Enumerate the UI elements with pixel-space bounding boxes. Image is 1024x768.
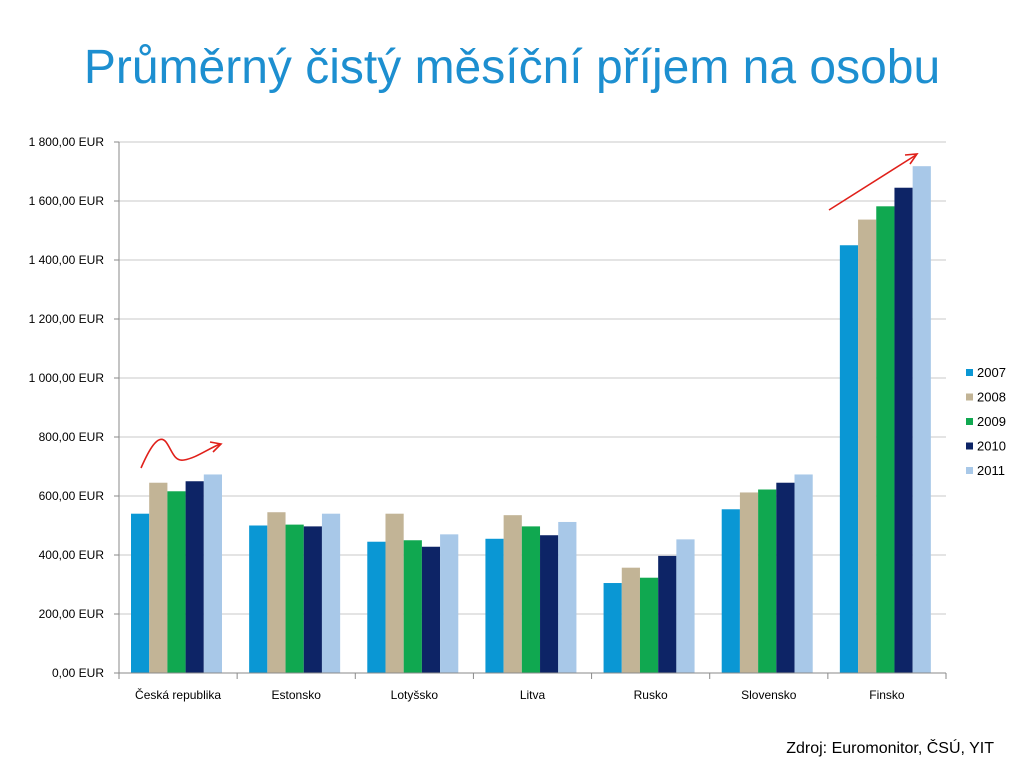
legend-swatch-2008 — [966, 393, 973, 401]
trend-curve-arrow — [140, 438, 221, 469]
bar-2008 — [503, 515, 522, 673]
bar-2008 — [739, 492, 759, 673]
x-category-label: Finsko — [869, 688, 905, 702]
x-category-label: Slovensko — [741, 688, 797, 702]
legend-swatch-2011 — [966, 467, 973, 474]
legend-swatch-2009 — [966, 418, 973, 425]
legend-swatch-2010 — [966, 442, 973, 450]
bar-2009 — [876, 206, 895, 673]
bar-2007 — [367, 541, 386, 673]
bars — [131, 166, 931, 673]
y-tick-label: 600,00 EUR — [39, 489, 105, 503]
y-tick-label: 1 400,00 EUR — [29, 253, 105, 267]
bar-2010 — [185, 481, 204, 673]
bar-2010 — [540, 535, 559, 673]
bar-2007 — [485, 538, 504, 673]
arrow-head-icon — [904, 153, 919, 165]
bar-2008 — [858, 219, 877, 673]
legend-label: 2008 — [977, 390, 1006, 405]
bar-2008 — [149, 482, 168, 673]
bar-2010 — [894, 187, 913, 673]
bar-2007 — [249, 525, 268, 673]
y-tick-label: 400,00 EUR — [39, 548, 105, 562]
bar-2008 — [621, 567, 640, 673]
y-tick-label: 1 000,00 EUR — [29, 371, 105, 385]
bar-2009 — [167, 491, 186, 673]
bar-2011 — [912, 166, 931, 673]
x-category-label: Rusko — [634, 688, 668, 702]
x-axis-category-labels: Česká republika Estonsko Lotyšsko Litva Rusk… — [135, 687, 905, 702]
x-category-label: Lotyšsko — [391, 688, 439, 702]
bar-2009 — [285, 524, 304, 673]
bar-2011 — [794, 474, 813, 673]
bar-2009 — [521, 526, 541, 673]
y-tick-label: 200,00 EUR — [39, 607, 105, 621]
source-note: Zdroj: Euromonitor, ČSÚ, YIT — [786, 740, 994, 757]
bar-2011 — [558, 521, 577, 673]
y-tick-label: 1 800,00 EUR — [29, 135, 105, 149]
bar-2009 — [758, 489, 777, 673]
bar-2011 — [203, 474, 222, 673]
bar-2010 — [658, 555, 677, 673]
bar-2007 — [839, 245, 859, 673]
bar-2010 — [421, 546, 441, 673]
bar-2007 — [721, 509, 740, 673]
bar-2011 — [321, 513, 341, 673]
y-tick-label: 800,00 EUR — [39, 430, 105, 444]
x-category-label: Litva — [520, 688, 546, 702]
bar-2008 — [385, 513, 404, 673]
trend-annotations — [140, 153, 919, 469]
y-tick-label: 1 600,00 EUR — [29, 194, 105, 208]
y-axis-tick-labels: 0,00 EUR 200,00 EUR 400,00 EUR 600,00 EUR 80… — [29, 135, 119, 680]
bar-2011 — [440, 534, 459, 673]
legend-label: 2007 — [977, 365, 1006, 380]
legend-label: 2011 — [977, 463, 1005, 478]
bar-2009 — [639, 577, 659, 673]
y-tick-label: 1 200,00 EUR — [29, 312, 105, 326]
bar-2011 — [676, 539, 695, 673]
trend-straight-arrow — [828, 154, 917, 211]
bar-2007 — [603, 583, 622, 673]
arrow-head-icon — [209, 441, 223, 453]
bar-2009 — [403, 540, 422, 673]
bar-2007 — [131, 513, 150, 673]
y-tick-label: 0,00 EUR — [52, 666, 104, 680]
x-category-label: Estonsko — [272, 688, 322, 702]
legend-label: 2009 — [977, 414, 1006, 429]
page-title: Průměrný čistý měsíční příjem na osobu — [83, 41, 941, 94]
bar-2010 — [303, 526, 322, 673]
x-axis-tick-marks — [118, 673, 947, 679]
bar-2010 — [776, 482, 795, 673]
x-category-label: Česká republika — [135, 687, 221, 702]
legend: 2007 2008 2009 2010 2011 — [966, 365, 1006, 478]
bar-2008 — [267, 512, 286, 673]
legend-swatch-2007 — [966, 369, 973, 376]
legend-label: 2010 — [977, 439, 1006, 454]
